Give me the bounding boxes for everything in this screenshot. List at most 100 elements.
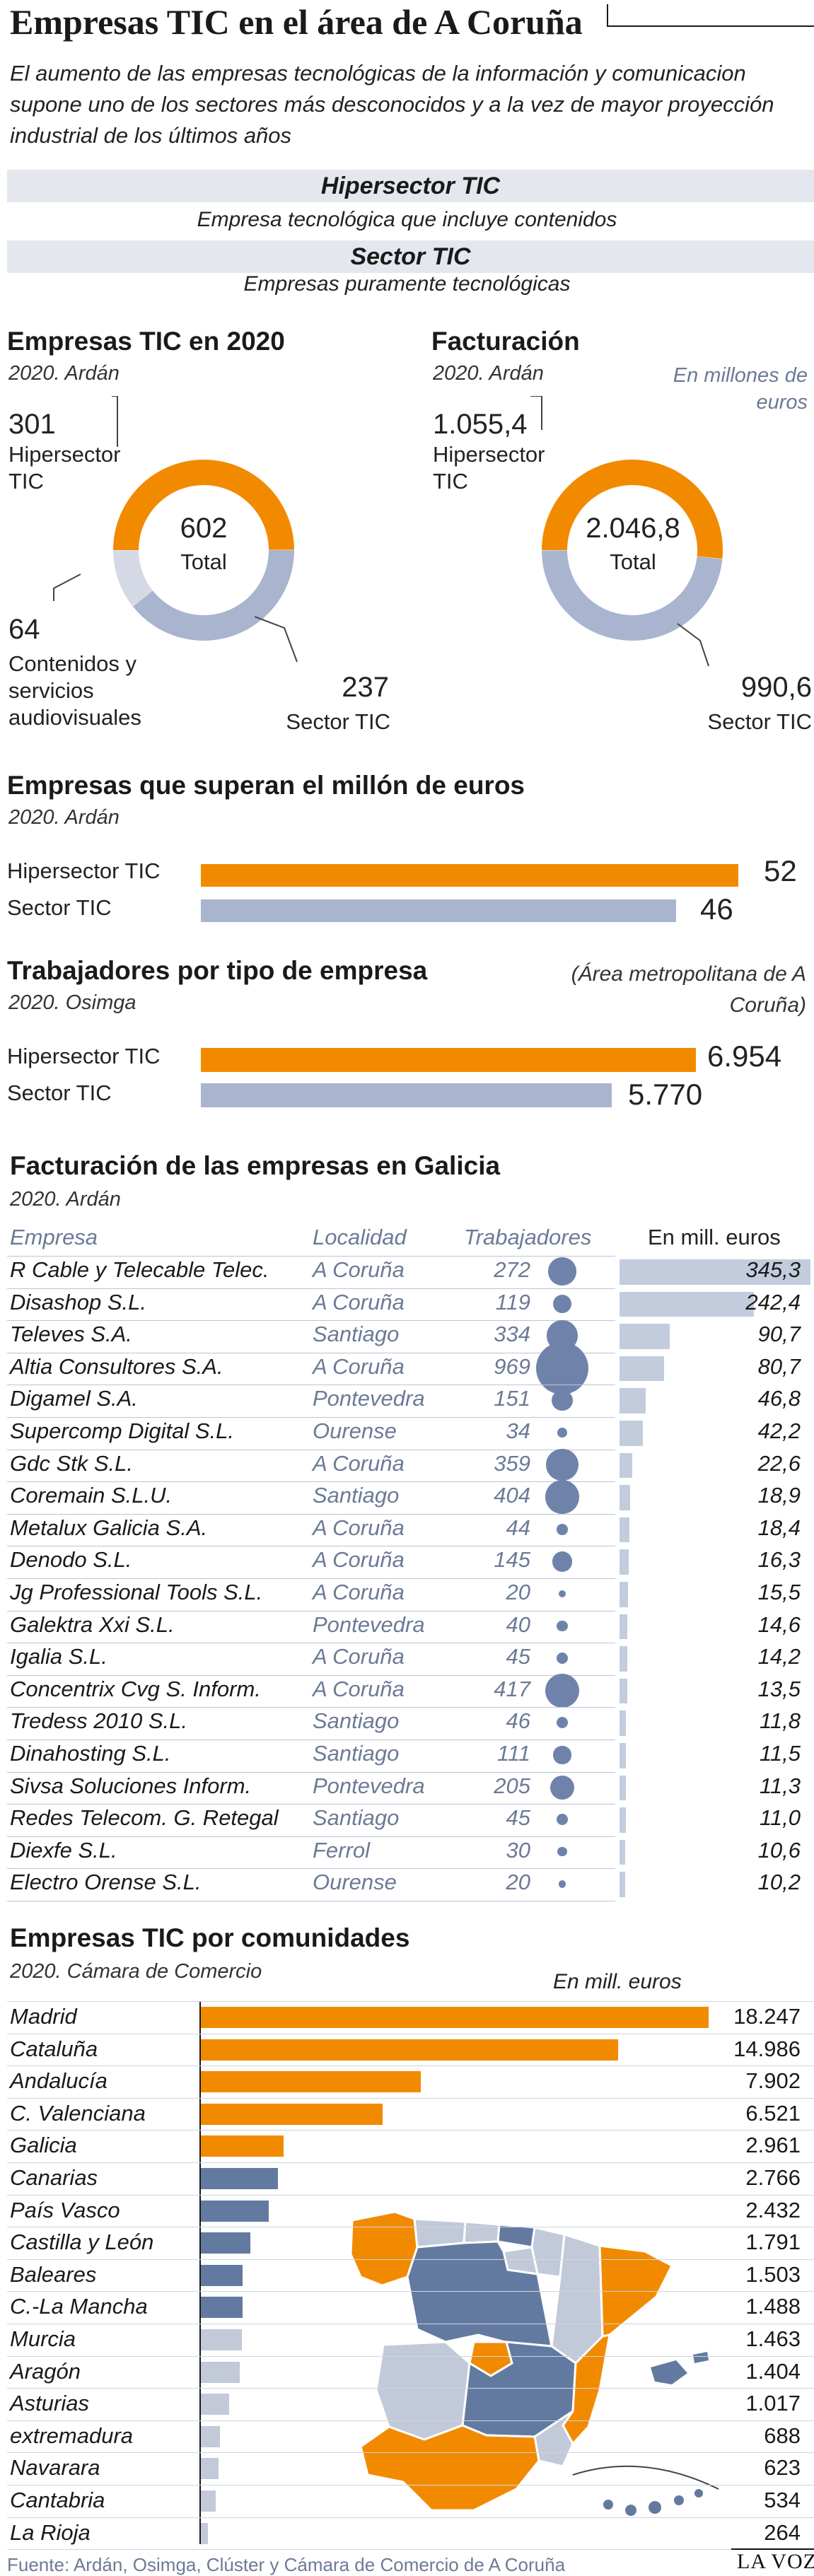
company-name: Galektra Xxi S.L.	[10, 1612, 175, 1637]
region-value: 2.432	[745, 2197, 801, 2222]
region-bar	[201, 2361, 240, 2383]
region-row-separator	[7, 2549, 814, 2551]
region-bar	[201, 2458, 219, 2480]
company-locality: Pontevedra	[313, 1386, 425, 1411]
donut-companies-chart	[53, 396, 298, 663]
company-workers: 205	[494, 1773, 530, 1798]
company-workers: 969	[494, 1353, 530, 1379]
map-cantabria	[463, 2220, 501, 2244]
logo-rule	[731, 2548, 814, 2550]
map-extremadura	[375, 2341, 471, 2441]
region-value: 6.521	[745, 2100, 801, 2126]
workers-bubble	[553, 1294, 571, 1313]
company-name: R Cable y Telecable Telec.	[10, 1257, 269, 1282]
donut-revenue-total-value: 2.046,8	[586, 513, 680, 544]
region-value: 1.503	[745, 2261, 801, 2287]
region-value: 264	[764, 2519, 801, 2545]
revenue-bar	[620, 1614, 628, 1640]
million-label-sector: Sector TIC	[7, 895, 112, 920]
company-revenue: 42,2	[757, 1418, 801, 1443]
region-row-separator	[7, 2388, 814, 2389]
region-value: 18.247	[733, 2004, 801, 2029]
million-bar-hipersector	[201, 864, 738, 887]
donut-slice-contenidos	[113, 550, 153, 607]
galicia-header-revenue: En mill. euros	[648, 1225, 781, 1249]
donut-companies-label-contenidos: Contenidos y servicios audiovisuales	[8, 651, 141, 730]
company-revenue: 10,2	[757, 1870, 801, 1895]
donut-companies-value-hipersector: 301	[8, 409, 56, 440]
company-locality: Ourense	[313, 1870, 397, 1895]
region-label: Cataluña	[10, 2036, 98, 2061]
company-revenue: 22,6	[757, 1450, 801, 1476]
company-workers: 334	[494, 1322, 530, 1347]
revenue-bar	[620, 1710, 627, 1736]
region-bar	[201, 2071, 421, 2093]
map-canarias-4	[674, 2495, 684, 2505]
company-workers: 417	[494, 1676, 530, 1701]
map-canarias-5	[694, 2489, 703, 2498]
workers-bubble	[545, 1673, 580, 1708]
region-label: Galicia	[10, 2133, 77, 2158]
company-locality: A Coruña	[313, 1515, 405, 1540]
company-workers: 34	[506, 1418, 530, 1443]
table-row-separator	[7, 1836, 615, 1837]
table-row-separator	[7, 1610, 615, 1612]
company-revenue: 46,8	[757, 1386, 801, 1411]
map-canarias-3	[649, 2501, 661, 2514]
million-value-hipersector: 52	[764, 854, 797, 887]
company-locality: A Coruña	[313, 1353, 405, 1379]
company-locality: Santiago	[313, 1483, 400, 1508]
map-baleares-menorca	[693, 2352, 709, 2363]
donut-revenue-title: Facturación	[431, 327, 580, 356]
company-workers: 20	[506, 1870, 530, 1895]
region-bar	[201, 2329, 242, 2350]
company-workers: 45	[506, 1644, 530, 1669]
regions-source: 2020. Cámara de Comercio	[10, 1960, 262, 1983]
workers-label-sector: Sector TIC	[7, 1080, 112, 1105]
revenue-bar	[620, 1421, 643, 1446]
donut-companies-label-hipersector: Hipersector TIC	[8, 442, 121, 494]
company-workers: 20	[506, 1580, 530, 1604]
table-row-separator	[7, 1256, 615, 1257]
region-label: extremadura	[10, 2423, 134, 2448]
donut-slice-revenue-hipersector	[542, 459, 723, 559]
regions-unit: En mill. euros	[553, 1970, 682, 1993]
donut-revenue-chart	[530, 396, 723, 667]
workers-bubble	[557, 1523, 568, 1535]
donut-slice-revenue-sector	[542, 550, 723, 641]
company-locality: Santiago	[313, 1805, 400, 1831]
page-subtitle: El aumento de las empresas tecnológicas …	[10, 61, 774, 148]
company-revenue: 11,5	[759, 1741, 801, 1766]
company-name: Disashop S.L.	[10, 1289, 146, 1315]
million-label-hipersector: Hipersector TIC	[7, 858, 161, 883]
company-revenue: 14,6	[757, 1612, 801, 1637]
company-workers: 40	[506, 1612, 530, 1637]
region-value: 2.766	[745, 2165, 801, 2190]
table-row-separator	[7, 1481, 615, 1483]
company-locality: Pontevedra	[313, 1773, 425, 1798]
company-workers: 272	[494, 1257, 530, 1282]
million-value-sector: 46	[700, 892, 733, 926]
page-title: Empresas TIC en el área de A Coruña	[10, 2, 583, 42]
workers-bubble	[550, 1775, 574, 1800]
company-locality: Ourense	[313, 1418, 397, 1443]
region-label: C. Valenciana	[10, 2100, 146, 2126]
region-row-separator	[7, 2517, 814, 2518]
workers-bubble	[552, 1551, 573, 1572]
workers-bubble	[558, 1880, 566, 1888]
workers-title: Trabajadores por tipo de empresa	[7, 956, 428, 985]
workers-bubble	[557, 1621, 568, 1632]
region-bar	[201, 2039, 618, 2061]
company-locality: Pontevedra	[313, 1612, 425, 1637]
galicia-title: Facturación de las empresas en Galicia	[10, 1151, 501, 1180]
workers-bubble	[558, 1590, 566, 1598]
map-andalucia	[359, 2424, 540, 2512]
table-row-separator	[7, 1707, 615, 1708]
donut-revenue-label-sector: Sector TIC	[707, 709, 812, 734]
table-row-separator	[7, 1674, 615, 1676]
table-row-separator	[7, 1804, 615, 1805]
workers-bubble	[557, 1653, 568, 1665]
region-bar	[201, 2394, 230, 2415]
company-workers: 151	[494, 1386, 530, 1411]
region-label: La Rioja	[10, 2519, 91, 2545]
